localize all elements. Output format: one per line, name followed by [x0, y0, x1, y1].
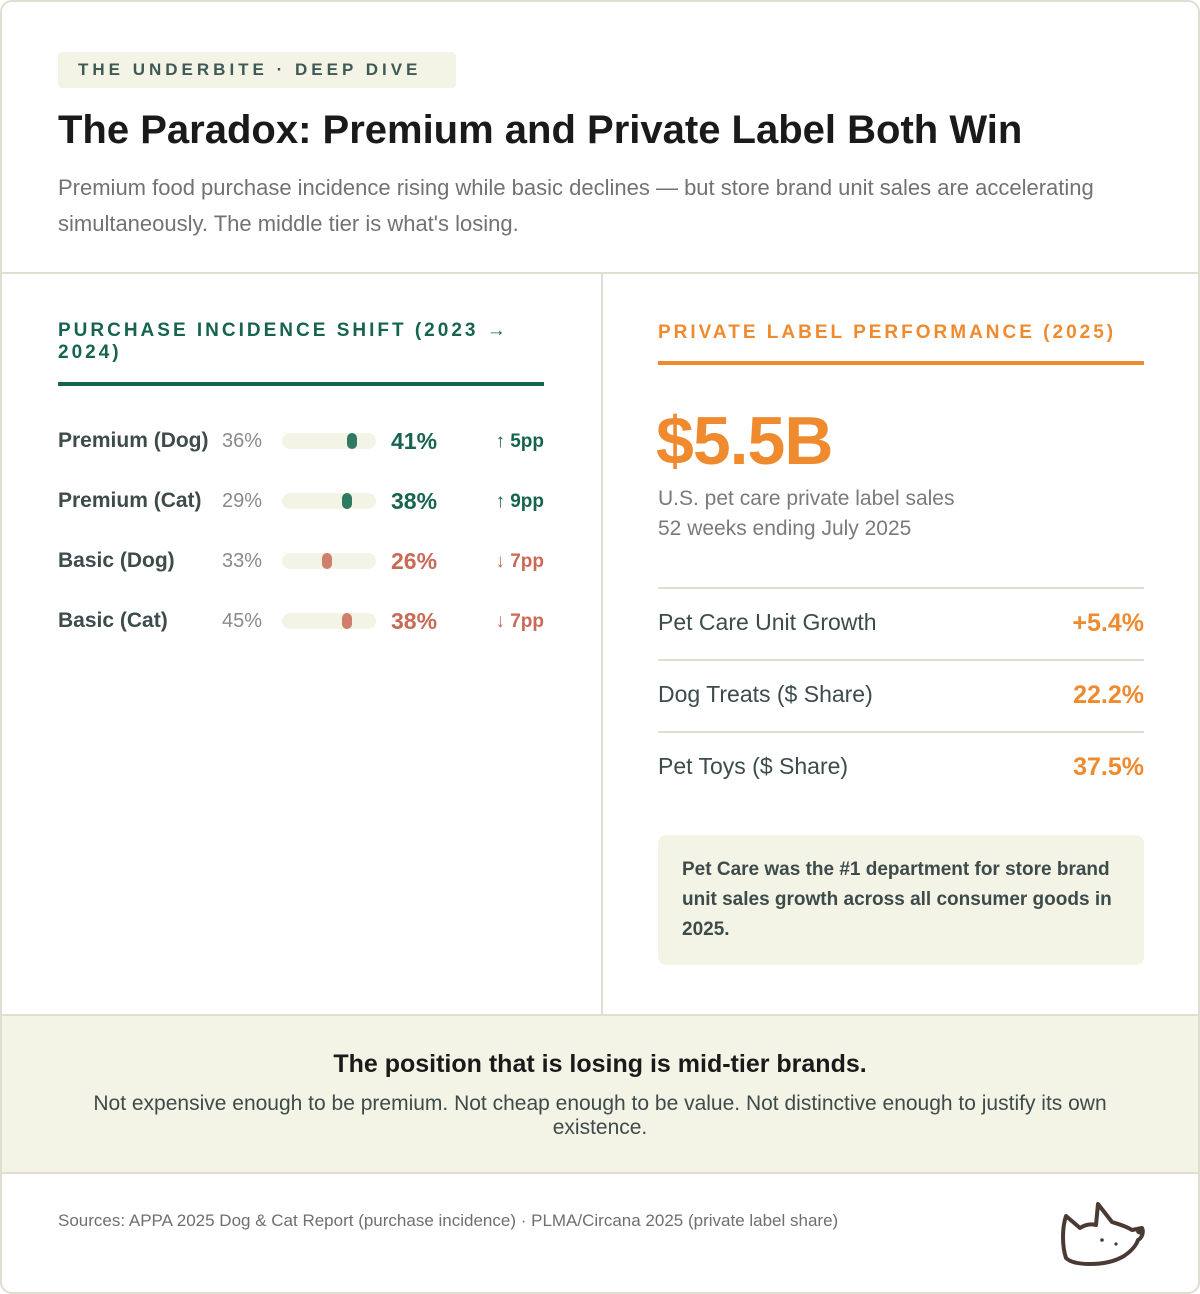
- banner-text: Not expensive enough to be premium. Not …: [93, 1092, 1107, 1139]
- page-subtitle: Premium food purchase incidence rising w…: [58, 175, 1094, 236]
- incidence-to: 41%: [391, 428, 438, 454]
- incidence-track: [282, 553, 376, 569]
- incidence-to: 38%: [391, 608, 438, 634]
- private-label-description: U.S. pet care private label sales 52 wee…: [658, 484, 954, 544]
- incidence-category: Basic (Dog): [58, 549, 175, 572]
- incidence-row: Premium (Cat) 29% 38% ↑ 9pp: [58, 486, 544, 516]
- incidence-row: Basic (Dog) 33% 26% ↓ 7pp: [58, 546, 544, 576]
- stat-value: 37.5%: [1073, 753, 1144, 781]
- stat-label: Pet Toys ($ Share): [658, 753, 849, 779]
- incidence-change: ↓ 7pp: [495, 611, 544, 632]
- incidence-change: ↑ 5pp: [495, 431, 544, 452]
- column-divider: [601, 274, 603, 1014]
- incidence-change: ↓ 7pp: [495, 551, 544, 572]
- stat-value: 22.2%: [1073, 681, 1144, 709]
- dog-head-icon: [1061, 1202, 1145, 1266]
- callout-note: Pet Care was the #1 department for store…: [658, 835, 1144, 965]
- incidence-from: 29%: [222, 490, 263, 512]
- incidence-to: 26%: [391, 548, 438, 574]
- incidence-change: ↑ 9pp: [495, 491, 544, 512]
- conclusion-banner: The position that is losing is mid-tier …: [2, 1014, 1198, 1174]
- incidence-row: Premium (Dog) 36% 41% ↑ 5pp: [58, 426, 544, 456]
- incidence-track: [282, 613, 376, 629]
- private-label-total: $5.5B: [656, 403, 833, 479]
- description-line: 52 weeks ending July 2025: [658, 517, 912, 540]
- incidence-category: Basic (Cat): [58, 609, 168, 632]
- purchase-incidence-heading: PURCHASE INCIDENCE SHIFT (2023 → 2024): [58, 320, 509, 363]
- incidence-from: 45%: [222, 610, 263, 632]
- header: THE UNDERBITE · DEEP DIVE The Paradox: P…: [2, 2, 1198, 274]
- incidence-category: Premium (Dog): [58, 429, 209, 452]
- incidence-from: 33%: [222, 550, 263, 572]
- incidence-to: 38%: [391, 488, 438, 514]
- incidence-track: [282, 433, 376, 449]
- incidence-track: [282, 493, 376, 509]
- incidence-from: 36%: [222, 430, 263, 452]
- page-title: The Paradox: Premium and Private Label B…: [58, 108, 1023, 152]
- banner-title: The position that is losing is mid-tier …: [333, 1050, 867, 1078]
- incidence-marker: [342, 613, 352, 629]
- stat-value: +5.4%: [1072, 609, 1144, 637]
- purchase-incidence-rule: [58, 382, 544, 386]
- sources-text: Sources: APPA 2025 Dog & Cat Report (pur…: [58, 1211, 839, 1230]
- incidence-row: Basic (Cat) 45% 38% ↓ 7pp: [58, 606, 544, 636]
- incidence-marker: [322, 553, 332, 569]
- private-label-rule: [658, 361, 1144, 365]
- stat-label: Pet Care Unit Growth: [658, 609, 877, 635]
- private-label-heading: PRIVATE LABEL PERFORMANCE (2025): [658, 322, 1117, 343]
- incidence-marker: [347, 433, 357, 449]
- stat-row: Pet Care Unit Growth +5.4%: [658, 587, 1144, 659]
- description-line: U.S. pet care private label sales: [658, 487, 955, 510]
- incidence-category: Premium (Cat): [58, 489, 202, 512]
- incidence-marker: [342, 493, 352, 509]
- stat-row: Pet Toys ($ Share) 37.5%: [658, 731, 1144, 803]
- stat-row: Dog Treats ($ Share) 22.2%: [658, 659, 1144, 731]
- publication-tag: THE UNDERBITE · DEEP DIVE: [58, 52, 456, 88]
- stat-label: Dog Treats ($ Share): [658, 681, 873, 707]
